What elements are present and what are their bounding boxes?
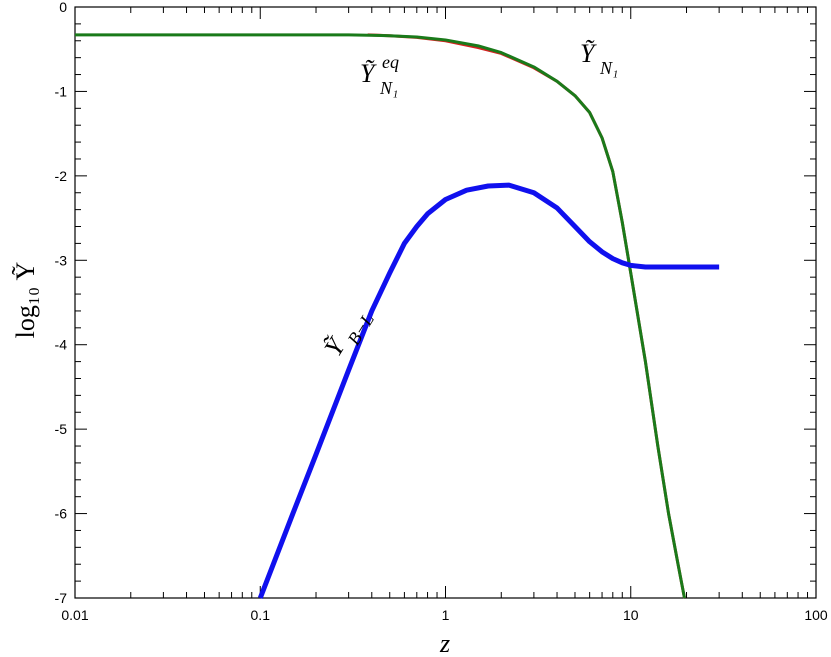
annotation-eq: Ỹ N₁ eq: [360, 52, 399, 98]
x-tick-label: 0.01: [61, 607, 88, 623]
y-tick-label: -1: [55, 83, 68, 99]
y-tick-label: -7: [55, 590, 68, 606]
x-tick-label: 1: [442, 607, 450, 623]
annotation-eq-sub: N₁: [379, 78, 398, 98]
annotation-n1-sub: N₁: [599, 58, 618, 78]
x-tick-label: 100: [804, 607, 828, 623]
x-axis-title: z: [439, 629, 450, 657]
x-tick-label: 0.1: [251, 607, 271, 623]
y-tick-label: -2: [55, 168, 68, 184]
series-layer: [75, 33, 720, 599]
annotation-bl-sub: B−L: [344, 310, 379, 349]
tick-labels: 0.01 0.1 1 10 100 0 -1 -2 -3 -4 -5 -6 -7: [55, 0, 828, 623]
series-line-y-n1: [75, 33, 686, 599]
annotation-n1: Ỹ N₁: [580, 39, 618, 78]
y-axis-title: log₁₀ Ỹ: [11, 261, 40, 338]
y-tick-label: -4: [55, 337, 68, 353]
y-tick-label: -5: [55, 421, 68, 437]
annotation-n1-base: Ỹ: [580, 39, 597, 68]
y-tick-label: -3: [55, 252, 68, 268]
annotation-bl: Ỹ B−L: [318, 310, 379, 361]
y-tick-label: 0: [59, 0, 67, 15]
y-tick-label: -6: [55, 506, 68, 522]
annotation-eq-sup: eq: [382, 52, 399, 72]
plot-frame: [74, 6, 817, 599]
series-line-y-b-l: [257, 182, 720, 599]
x-tick-label: 10: [623, 607, 639, 623]
annotation-eq-base: Ỹ: [360, 59, 377, 88]
ticks: [74, 6, 817, 599]
